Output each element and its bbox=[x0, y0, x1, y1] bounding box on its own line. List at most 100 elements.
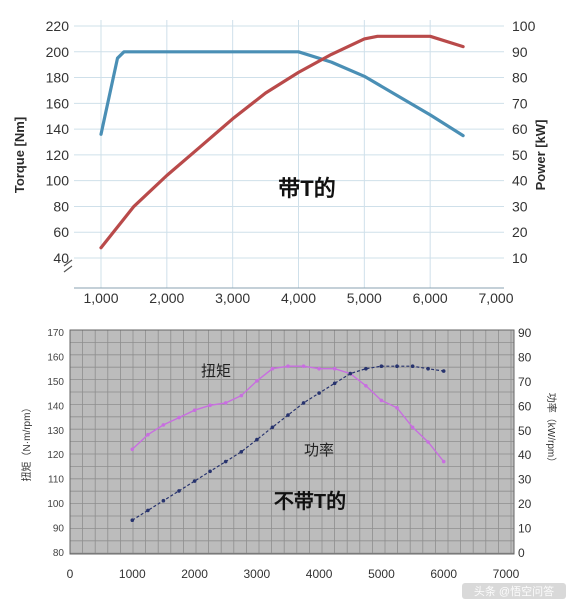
turbo-xtick: 1,000 bbox=[83, 290, 118, 306]
turbo-ytick-left: 40 bbox=[53, 250, 69, 266]
non-turbo-power-point bbox=[348, 371, 353, 376]
non-turbo-torque-point bbox=[332, 366, 337, 371]
non-turbo-torque-point bbox=[395, 406, 399, 410]
non-turbo-power-point bbox=[146, 508, 150, 513]
turbo-ytick-left: 160 bbox=[46, 95, 70, 111]
non-turbo-power-point bbox=[192, 479, 197, 483]
turbo-ytick-left: 60 bbox=[53, 224, 69, 240]
turbo-ytick-right: 90 bbox=[512, 44, 528, 60]
non-turbo-torque-point bbox=[317, 366, 321, 371]
non-turbo-torque-point bbox=[364, 384, 368, 388]
non-turbo-xtick: 2000 bbox=[181, 567, 208, 581]
non-turbo-power-point bbox=[410, 364, 415, 369]
turbo-torque-line bbox=[99, 50, 465, 138]
non-turbo-ytick-left: 110 bbox=[48, 475, 64, 486]
watermark-backdrop bbox=[462, 583, 566, 599]
non-turbo-xtick: 0 bbox=[67, 567, 74, 581]
turbo-ytick-right: 50 bbox=[512, 147, 528, 163]
non-turbo-torque-point bbox=[286, 364, 290, 369]
turbo-ylabel-torque: Torque [Nm] bbox=[12, 117, 27, 193]
non-turbo-ytick-right: 80 bbox=[518, 350, 532, 364]
turbo-ytick-right: 30 bbox=[512, 198, 528, 214]
turbo-ytick-left: 100 bbox=[46, 173, 70, 189]
non-turbo-xtick: 7000 bbox=[493, 567, 520, 581]
non-turbo-ytick-right: 20 bbox=[518, 497, 532, 511]
non-turbo-power-point bbox=[395, 364, 399, 369]
non-turbo-torque-point bbox=[161, 423, 166, 427]
axis-break-mark bbox=[63, 259, 73, 273]
torque-curve-label: 扭矩 bbox=[201, 363, 231, 380]
non-turbo-frame bbox=[69, 329, 515, 555]
non-turbo-ytick-left: 150 bbox=[47, 377, 64, 388]
non-turbo-ytick-left: 100 bbox=[47, 499, 64, 510]
non-turbo-torque-point bbox=[223, 401, 228, 405]
non-turbo-ytick-left: 140 bbox=[47, 401, 64, 412]
non-turbo-power-point bbox=[332, 381, 337, 386]
turbo-xtick: 4,000 bbox=[281, 290, 316, 306]
turbo-ytick-left: 180 bbox=[46, 70, 70, 86]
non-turbo-torque-point bbox=[379, 398, 384, 403]
non-turbo-power-point bbox=[208, 469, 212, 474]
non-turbo-ytick-left: 130 bbox=[47, 426, 64, 437]
non-turbo-torque-point bbox=[270, 366, 275, 371]
turbo-ytick-left: 200 bbox=[46, 44, 70, 60]
non-turbo-xtick: 5000 bbox=[368, 567, 395, 581]
non-turbo-power-point bbox=[426, 366, 430, 371]
non-turbo-power-point bbox=[301, 401, 306, 405]
turbo-xtick: 7,000 bbox=[478, 290, 513, 306]
turbo-ytick-right: 60 bbox=[512, 121, 528, 137]
turbo-ytick-right: 70 bbox=[512, 95, 528, 111]
turbo-xtick: 2,000 bbox=[149, 290, 184, 306]
non-turbo-ytick-left: 80 bbox=[53, 548, 65, 559]
turbo-chart: 40 60 80 100 120 140 160 180 200 220 1,000 2,000 3,0… bbox=[12, 18, 548, 306]
watermark-text: 头条 @悟空问答 bbox=[474, 584, 554, 598]
non-turbo-ylabel-torque: 扭矩（N·m/rpm） bbox=[20, 403, 33, 482]
non-turbo-torque-point bbox=[177, 415, 181, 420]
non-turbo-ytick-left: 170 bbox=[47, 328, 64, 339]
turbo-plot-area bbox=[74, 20, 504, 288]
non-turbo-power-point bbox=[239, 450, 244, 454]
non-turbo-power-point bbox=[255, 437, 259, 442]
non-turbo-torque-point bbox=[239, 393, 244, 398]
non-turbo-caption: 不带T的 bbox=[274, 489, 346, 513]
non-turbo-power-point bbox=[364, 366, 368, 371]
non-turbo-power-point bbox=[441, 369, 446, 373]
non-turbo-torque-point bbox=[301, 364, 306, 369]
non-turbo-torque-point bbox=[426, 440, 430, 444]
non-turbo-xtick: 3000 bbox=[244, 567, 271, 581]
non-turbo-torque-point bbox=[441, 459, 446, 464]
non-turbo-chart: 80 90 100 110 120 130 140 150 160 170 0 10 20 30 40 50 6… bbox=[20, 326, 558, 581]
non-turbo-ylabel-power: 功率（kW/rpm） bbox=[545, 393, 558, 467]
non-turbo-ytick-left: 120 bbox=[47, 450, 64, 461]
non-turbo-torque-point bbox=[130, 447, 135, 452]
non-turbo-ytick-right: 60 bbox=[518, 399, 532, 413]
turbo-caption: 带T的 bbox=[278, 176, 335, 201]
non-turbo-ytick-left: 160 bbox=[47, 352, 64, 363]
turbo-xtick: 6,000 bbox=[413, 290, 448, 306]
non-turbo-xtick: 4000 bbox=[306, 567, 333, 581]
turbo-power-line bbox=[99, 34, 465, 250]
watermark: 头条 @悟空问答 bbox=[462, 583, 566, 599]
non-turbo-ytick-right: 0 bbox=[518, 546, 525, 560]
non-turbo-ytick-left: 90 bbox=[53, 524, 65, 535]
turbo-ytick-right: 40 bbox=[512, 173, 528, 189]
non-turbo-ytick-right: 50 bbox=[518, 424, 532, 438]
non-turbo-xtick: 1000 bbox=[119, 567, 146, 581]
turbo-ytick-left: 140 bbox=[46, 121, 70, 137]
turbo-ylabel-power: Power [kW] bbox=[533, 120, 548, 191]
non-turbo-torque-point bbox=[146, 432, 150, 437]
non-turbo-ytick-right: 10 bbox=[518, 522, 532, 536]
non-turbo-torque-point bbox=[255, 379, 259, 383]
turbo-ytick-right: 80 bbox=[512, 70, 528, 86]
turbo-ytick-left: 80 bbox=[53, 198, 69, 214]
turbo-ytick-right: 10 bbox=[512, 250, 528, 266]
non-turbo-ytick-right: 30 bbox=[518, 473, 532, 487]
non-turbo-ytick-right: 90 bbox=[518, 326, 532, 340]
non-turbo-power-point bbox=[317, 391, 321, 395]
turbo-xtick: 3,000 bbox=[215, 290, 250, 306]
turbo-ytick-right: 20 bbox=[512, 224, 528, 240]
non-turbo-power-point bbox=[161, 498, 166, 503]
turbo-ytick-left: 120 bbox=[46, 147, 70, 163]
non-turbo-torque-point bbox=[208, 403, 212, 408]
